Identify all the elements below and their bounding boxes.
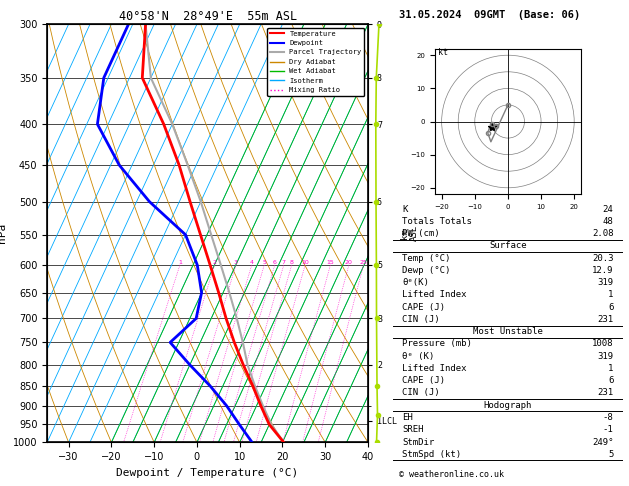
Text: -1: -1	[603, 425, 613, 434]
Text: 1008: 1008	[592, 339, 613, 348]
Text: 1: 1	[608, 364, 613, 373]
Text: Totals Totals: Totals Totals	[403, 217, 472, 226]
Text: 25: 25	[360, 260, 367, 265]
Text: 5: 5	[262, 260, 266, 265]
Text: 249°: 249°	[592, 437, 613, 447]
Text: kt: kt	[438, 48, 448, 57]
Text: CIN (J): CIN (J)	[403, 315, 440, 324]
Text: -8: -8	[603, 413, 613, 422]
Text: Hodograph: Hodograph	[484, 401, 532, 410]
Text: 5: 5	[608, 450, 613, 459]
Text: 1: 1	[608, 291, 613, 299]
Text: StmSpd (kt): StmSpd (kt)	[403, 450, 462, 459]
Text: 1: 1	[178, 260, 182, 265]
Text: Most Unstable: Most Unstable	[473, 327, 543, 336]
Text: 20: 20	[345, 260, 353, 265]
Text: 2: 2	[213, 260, 216, 265]
Text: 319: 319	[598, 352, 613, 361]
Text: CAPE (J): CAPE (J)	[403, 376, 445, 385]
Text: K: K	[403, 205, 408, 213]
Text: 6: 6	[273, 260, 277, 265]
Y-axis label: km
ASL: km ASL	[400, 225, 419, 242]
Y-axis label: hPa: hPa	[0, 223, 8, 243]
Text: StmDir: StmDir	[403, 437, 435, 447]
Text: 15: 15	[326, 260, 334, 265]
Text: 7: 7	[282, 260, 286, 265]
Text: Lifted Index: Lifted Index	[403, 364, 467, 373]
Text: 31.05.2024  09GMT  (Base: 06): 31.05.2024 09GMT (Base: 06)	[399, 10, 581, 20]
Text: Dewp (°C): Dewp (°C)	[403, 266, 451, 275]
Text: 48: 48	[603, 217, 613, 226]
Text: 319: 319	[598, 278, 613, 287]
Text: 231: 231	[598, 315, 613, 324]
Text: PW (cm): PW (cm)	[403, 229, 440, 238]
Text: 12.9: 12.9	[592, 266, 613, 275]
Text: 6: 6	[608, 303, 613, 312]
Text: EH: EH	[403, 413, 413, 422]
Text: 2.08: 2.08	[592, 229, 613, 238]
Text: θᵉ (K): θᵉ (K)	[403, 352, 435, 361]
Text: Surface: Surface	[489, 242, 526, 250]
Text: 231: 231	[598, 388, 613, 398]
Legend: Temperature, Dewpoint, Parcel Trajectory, Dry Adiabat, Wet Adiabat, Isotherm, Mi: Temperature, Dewpoint, Parcel Trajectory…	[267, 28, 364, 96]
Text: 4: 4	[250, 260, 253, 265]
Text: θᵉ(K): θᵉ(K)	[403, 278, 429, 287]
Text: 24: 24	[603, 205, 613, 213]
Text: 3: 3	[234, 260, 238, 265]
X-axis label: Dewpoint / Temperature (°C): Dewpoint / Temperature (°C)	[116, 468, 299, 478]
Text: CIN (J): CIN (J)	[403, 388, 440, 398]
Text: Pressure (mb): Pressure (mb)	[403, 339, 472, 348]
Text: SREH: SREH	[403, 425, 424, 434]
Title: 40°58'N  28°49'E  55m ASL: 40°58'N 28°49'E 55m ASL	[118, 10, 297, 23]
Text: 6: 6	[608, 376, 613, 385]
Text: 8: 8	[290, 260, 294, 265]
Text: 10: 10	[301, 260, 309, 265]
Text: Lifted Index: Lifted Index	[403, 291, 467, 299]
Text: © weatheronline.co.uk: © weatheronline.co.uk	[399, 469, 504, 479]
Text: Temp (°C): Temp (°C)	[403, 254, 451, 262]
Text: 20.3: 20.3	[592, 254, 613, 262]
Text: CAPE (J): CAPE (J)	[403, 303, 445, 312]
